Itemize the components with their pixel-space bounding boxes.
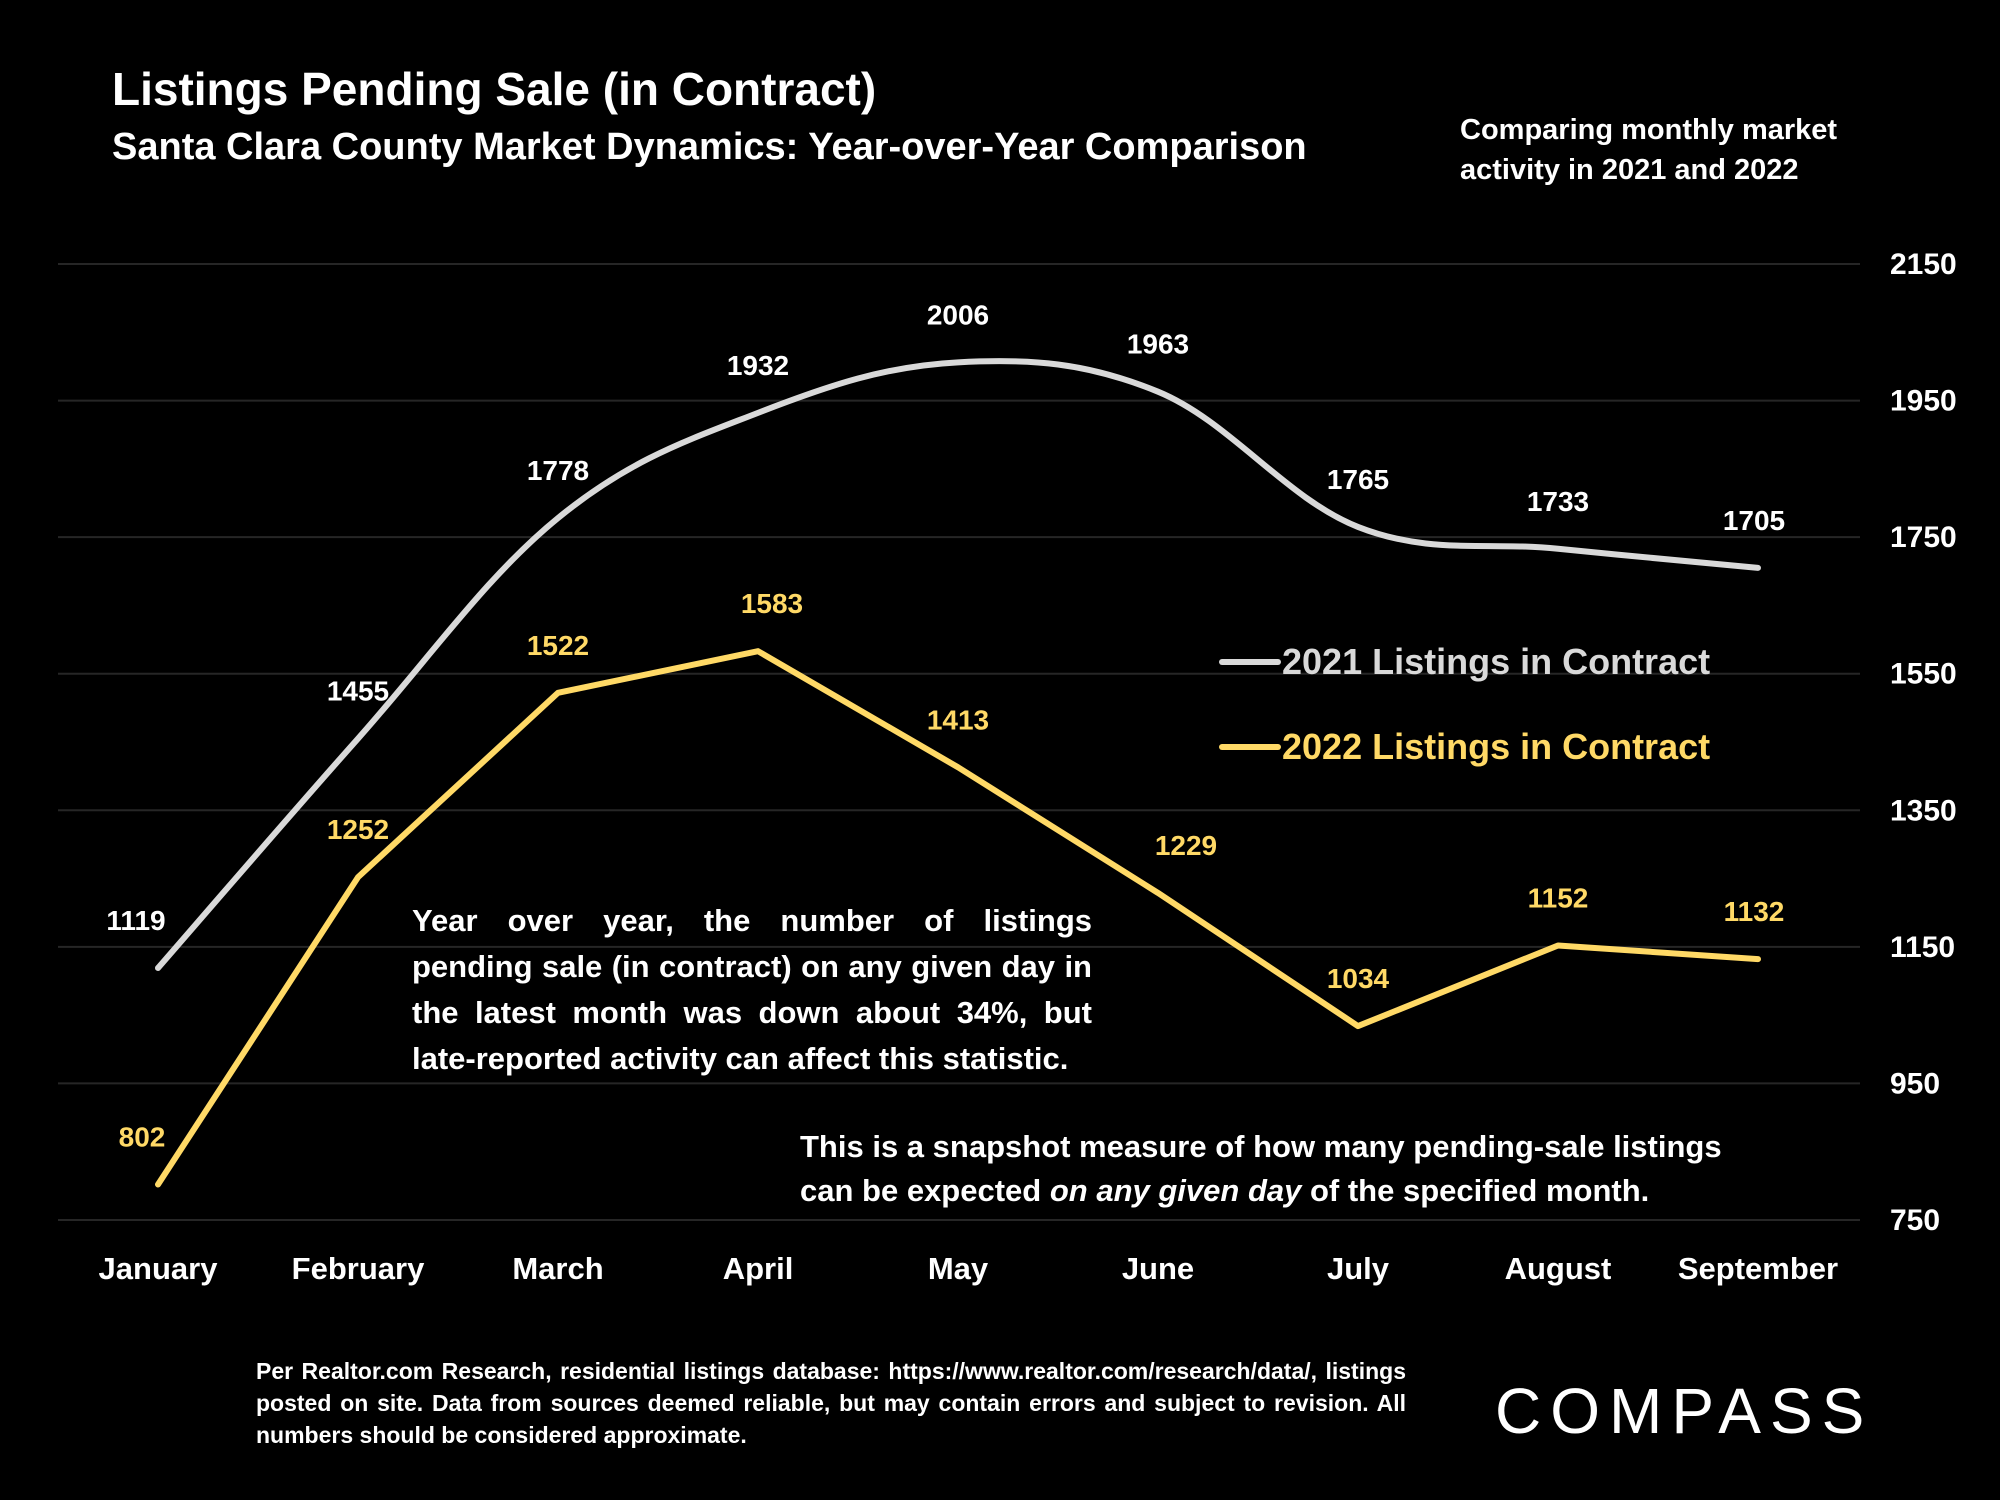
- annotation-snapshot-text-end: of the specified month.: [1301, 1173, 1650, 1208]
- y-tick-label: 2150: [1890, 248, 1957, 281]
- x-tick-label: July: [1327, 1251, 1390, 1286]
- x-axis: January February March April May June July Augu…: [99, 1251, 1839, 1286]
- data-label: 1583: [741, 588, 803, 619]
- y-tick-label: 1750: [1890, 521, 1957, 554]
- annotation-main: Year over year, the number of listings p…: [412, 903, 1092, 1076]
- data-label: 1252: [327, 814, 389, 845]
- x-tick-label: February: [292, 1251, 425, 1286]
- data-label: 1932: [727, 350, 789, 381]
- data-label: 1413: [927, 704, 989, 735]
- source-footnote: Per Realtor.com Research, residential li…: [256, 1358, 1406, 1448]
- y-tick-label: 1550: [1890, 658, 1957, 691]
- series-lines: [155, 358, 1761, 1188]
- legend: 2021 Listings in Contract 2022 Listings i…: [1219, 641, 1710, 767]
- data-label: 802: [119, 1121, 166, 1152]
- legend-label: 2022 Listings in Contract: [1282, 726, 1710, 767]
- x-tick-label: May: [928, 1251, 989, 1286]
- data-label: 2006: [927, 299, 989, 330]
- y-tick-label: 1950: [1890, 385, 1957, 418]
- data-label: 1119: [106, 905, 165, 936]
- data-label: 1034: [1327, 963, 1390, 994]
- y-tick-label: 750: [1890, 1204, 1940, 1237]
- annotation-snapshot-text: This is a snapshot measure of how many p…: [800, 1129, 1722, 1208]
- series-line-2022: [155, 648, 1761, 1188]
- x-tick-label: June: [1122, 1251, 1194, 1286]
- data-labels: 1119 1455 1778 1932 2006 1963 1765 1733 1705 802 1…: [106, 299, 1785, 1152]
- data-label: 1152: [1528, 882, 1589, 913]
- series-line-2021: [155, 358, 1761, 972]
- annotation-snapshot-emphasis: on any given day: [1049, 1173, 1302, 1208]
- y-axis: 750 950 1150 1350 1550 1750 1950 2150: [1890, 248, 1957, 1237]
- y-tick-label: 1150: [1890, 931, 1955, 964]
- data-label: 1132: [1724, 896, 1785, 927]
- data-label: 1455: [327, 676, 389, 707]
- data-label: 1778: [527, 455, 589, 486]
- y-tick-label: 1350: [1890, 794, 1957, 827]
- annotation-snapshot: This is a snapshot measure of how many p…: [800, 1125, 1780, 1213]
- compass-logo: COMPASS: [1495, 1375, 1874, 1447]
- data-label: 1765: [1327, 464, 1389, 495]
- chart-subtitle: Santa Clara County Market Dynamics: Year…: [112, 126, 1307, 168]
- chart-title: Listings Pending Sale (in Contract): [112, 63, 877, 115]
- side-note: Comparing monthly market activity in 202…: [1460, 114, 1838, 186]
- x-tick-label: August: [1505, 1251, 1612, 1286]
- data-label: 1229: [1155, 830, 1217, 861]
- data-label: 1963: [1127, 329, 1189, 360]
- x-tick-label: September: [1678, 1251, 1838, 1286]
- x-tick-label: March: [512, 1251, 603, 1286]
- legend-label: 2021 Listings in Contract: [1282, 641, 1710, 682]
- x-tick-label: January: [99, 1251, 219, 1286]
- data-label: 1522: [527, 630, 589, 661]
- data-label: 1733: [1527, 486, 1589, 517]
- y-tick-label: 950: [1890, 1067, 1940, 1100]
- data-label: 1705: [1723, 505, 1785, 536]
- x-tick-label: April: [723, 1251, 794, 1286]
